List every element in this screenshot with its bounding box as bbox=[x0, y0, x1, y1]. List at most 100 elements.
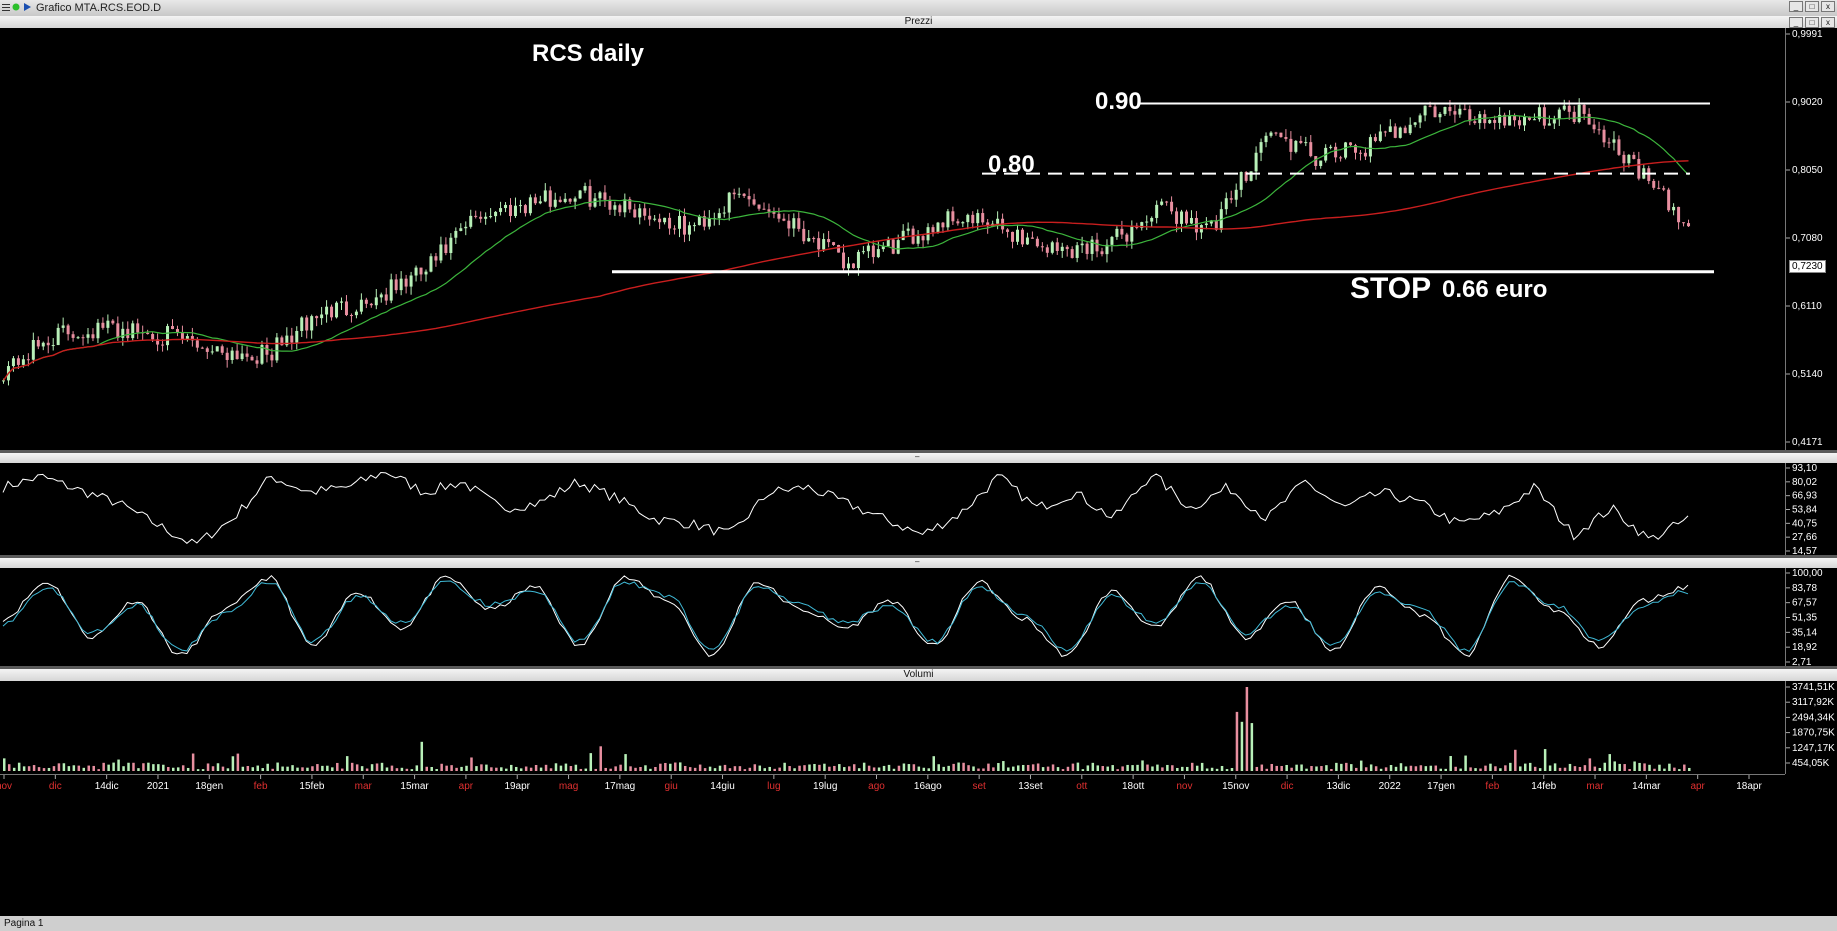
volume-chart-svg bbox=[3, 687, 1691, 771]
volume-axis-label: 1247,17K bbox=[1792, 743, 1835, 754]
volume-bar bbox=[420, 741, 424, 771]
menu-icon[interactable] bbox=[2, 3, 10, 11]
volume-bar bbox=[32, 765, 36, 771]
minimize-button[interactable]: _ bbox=[1789, 1, 1803, 12]
volume-bar bbox=[1126, 764, 1129, 771]
stoch-pane-header[interactable]: – bbox=[0, 557, 1837, 568]
candle-body bbox=[1582, 104, 1586, 114]
play-icon[interactable] bbox=[23, 3, 31, 11]
rsi-axis[interactable]: 93,10 80,02 66,93 53,84 40,75 27,66 14,57 bbox=[1785, 463, 1837, 557]
maximize-button[interactable]: □ bbox=[1805, 1, 1819, 12]
volume-bar bbox=[1260, 764, 1264, 771]
candle-body bbox=[762, 208, 766, 210]
volume-bar bbox=[584, 768, 588, 771]
volume-bar bbox=[1593, 766, 1597, 771]
rsi-pane-header[interactable]: – bbox=[0, 452, 1837, 463]
volume-bar bbox=[37, 767, 41, 771]
stoch-k-line bbox=[2, 574, 1689, 658]
volume-bar bbox=[326, 765, 329, 771]
volume-axis[interactable]: 3741,51K 3117,92K 2494,34K 1870,75K 1247,17K… bbox=[1785, 681, 1837, 774]
volume-bar bbox=[1250, 723, 1254, 771]
volume-bar bbox=[857, 768, 861, 771]
candle-body bbox=[295, 330, 299, 343]
volume-bar bbox=[813, 763, 816, 771]
price-pane-header[interactable]: Prezzi _ □ x bbox=[0, 16, 1837, 28]
rsi-chart[interactable] bbox=[0, 463, 1785, 555]
candle-body bbox=[1537, 107, 1541, 120]
volume-bar bbox=[803, 765, 806, 771]
volume-bar bbox=[1419, 765, 1423, 771]
volume-bar bbox=[748, 767, 752, 771]
pane-maximize-button[interactable]: □ bbox=[1805, 17, 1819, 28]
volume-bar bbox=[539, 767, 543, 771]
volume-bar bbox=[206, 763, 210, 771]
x-axis-svg: nov dic 14dic 2021 18gen feb 15feb mar 15mar apr 1… bbox=[0, 775, 1762, 792]
pane-separator[interactable] bbox=[0, 666, 1837, 669]
candle-body bbox=[389, 279, 393, 301]
volume-bar bbox=[475, 766, 478, 771]
candle-body bbox=[300, 317, 304, 331]
candle-body bbox=[1299, 140, 1303, 143]
pane-minimize-button[interactable]: _ bbox=[1789, 17, 1803, 28]
volume-bar bbox=[1325, 765, 1328, 771]
volume-bar bbox=[1514, 749, 1517, 771]
volume-bar bbox=[485, 764, 488, 771]
volume-bar bbox=[1136, 764, 1139, 771]
candle-body bbox=[1687, 223, 1691, 227]
candle-body bbox=[1413, 122, 1417, 125]
candle-body bbox=[1264, 135, 1268, 143]
pane-separator[interactable] bbox=[0, 555, 1837, 558]
candle-body bbox=[76, 337, 80, 339]
volume-bar bbox=[216, 763, 220, 771]
close-button[interactable]: x bbox=[1821, 1, 1835, 12]
volume-bar bbox=[967, 765, 970, 771]
volume-bar bbox=[27, 766, 31, 771]
candle-body bbox=[1329, 146, 1333, 148]
volume-bar bbox=[1021, 764, 1025, 771]
candle-body bbox=[653, 218, 657, 220]
volume-bar bbox=[1235, 711, 1239, 771]
volume-pane-header[interactable]: Volumi bbox=[0, 669, 1837, 681]
candle-body bbox=[1055, 242, 1059, 251]
x-axis[interactable]: nov dic 14dic 2021 18gen feb 15feb mar 15mar apr 1… bbox=[0, 774, 1785, 917]
pane-separator[interactable] bbox=[0, 450, 1837, 453]
volume-bar bbox=[410, 769, 414, 771]
volume-bar bbox=[301, 767, 304, 771]
volume-bar bbox=[773, 768, 776, 771]
stoch-axis[interactable]: 100,00 83,78 67,57 51,35 35,14 18,92 2,71 bbox=[1785, 568, 1837, 668]
rsi-axis-label: 27,66 bbox=[1792, 532, 1817, 543]
candle-body bbox=[697, 216, 701, 226]
volume-bar bbox=[1056, 767, 1060, 771]
volume-bar bbox=[112, 762, 115, 771]
candle-body bbox=[1443, 106, 1447, 114]
candle-body bbox=[871, 245, 875, 258]
price-axis[interactable]: 0,9991 0,9020 0,8050 0,7080 0,6110 0,5140 0,41… bbox=[1785, 28, 1837, 450]
volume-bar bbox=[176, 767, 180, 771]
candle-body bbox=[1657, 187, 1661, 189]
pane-close-button[interactable]: x bbox=[1821, 17, 1835, 28]
candle-body bbox=[344, 301, 348, 316]
volume-bar bbox=[892, 768, 896, 771]
price-chart[interactable]: RCS daily 0.90 0.80 STOP 0.66 euro bbox=[0, 28, 1785, 450]
candle-body bbox=[1309, 142, 1313, 157]
volume-bar bbox=[246, 765, 250, 771]
candle-body bbox=[1090, 239, 1094, 254]
volume-bar bbox=[102, 762, 105, 771]
volume-bar bbox=[1369, 764, 1373, 771]
candle-body bbox=[1597, 129, 1601, 131]
volume-chart[interactable] bbox=[0, 681, 1785, 774]
volume-bar bbox=[1524, 763, 1527, 771]
volume-bar bbox=[1568, 763, 1572, 771]
candle-body bbox=[678, 215, 681, 229]
volume-bar bbox=[957, 762, 960, 771]
candle-body bbox=[538, 201, 542, 204]
volume-bar bbox=[519, 768, 523, 771]
candle-body bbox=[1006, 229, 1010, 232]
volume-bar bbox=[654, 766, 657, 771]
volume-bar bbox=[1404, 766, 1408, 771]
stoch-chart[interactable] bbox=[0, 568, 1785, 666]
candle-body bbox=[265, 344, 269, 355]
candle-body bbox=[379, 294, 383, 298]
x-axis-label: lug bbox=[767, 781, 780, 792]
window-titlebar: Grafico MTA.RCS.EOD.D _ □ x bbox=[0, 0, 1837, 16]
